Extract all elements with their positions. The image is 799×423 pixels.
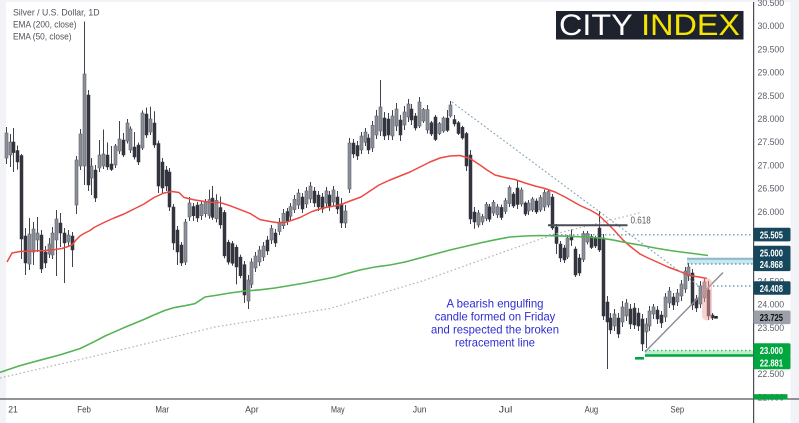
svg-text:retracement line: retracement line [455,336,535,350]
svg-text:CITY INDEX: CITY INDEX [559,9,740,42]
svg-text:24.000: 24.000 [758,300,785,311]
svg-text:Apr: Apr [245,404,259,414]
svg-text:26.500: 26.500 [758,184,785,195]
svg-text:Jun: Jun [413,404,427,414]
svg-text:28.500: 28.500 [758,91,785,102]
svg-text:Aug: Aug [585,404,599,414]
svg-text:24.408: 24.408 [760,283,783,295]
svg-text:23.500: 23.500 [758,323,785,334]
svg-text:25.000: 25.000 [760,247,783,259]
svg-text:Feb: Feb [77,404,91,414]
svg-text:24.868: 24.868 [760,259,783,271]
svg-text:0.618: 0.618 [631,215,651,227]
svg-text:23.725: 23.725 [760,312,783,324]
svg-text:25.505: 25.505 [760,230,783,242]
svg-text:Jul: Jul [499,404,513,414]
svg-text:27.500: 27.500 [758,137,785,148]
svg-text:29.500: 29.500 [758,44,785,55]
svg-text:26.000: 26.000 [758,207,785,218]
svg-text:A bearish engulfing: A bearish engulfing [447,297,544,311]
svg-text:22.881: 22.881 [760,357,783,369]
svg-text:30.500: 30.500 [758,0,785,9]
svg-text:Silver / U.S. Dollar, 1D: Silver / U.S. Dollar, 1D [13,7,100,18]
svg-text:22.500: 22.500 [758,369,785,380]
svg-text:EMA (200, close): EMA (200, close) [13,19,77,30]
svg-text:candle formed on Friday: candle formed on Friday [435,310,556,324]
svg-text:May: May [331,404,345,414]
svg-text:23.000: 23.000 [760,345,783,357]
svg-text:27.000: 27.000 [758,160,785,171]
svg-text:21: 21 [8,404,18,414]
svg-text:EMA (50, close): EMA (50, close) [13,31,72,42]
svg-text:30.000: 30.000 [758,21,785,32]
svg-text:Sep: Sep [671,404,685,414]
svg-text:and respected the broken: and respected the broken [431,323,559,337]
svg-text:29.000: 29.000 [758,68,785,79]
svg-text:Mar: Mar [155,404,169,414]
svg-text:28.000: 28.000 [758,114,785,125]
